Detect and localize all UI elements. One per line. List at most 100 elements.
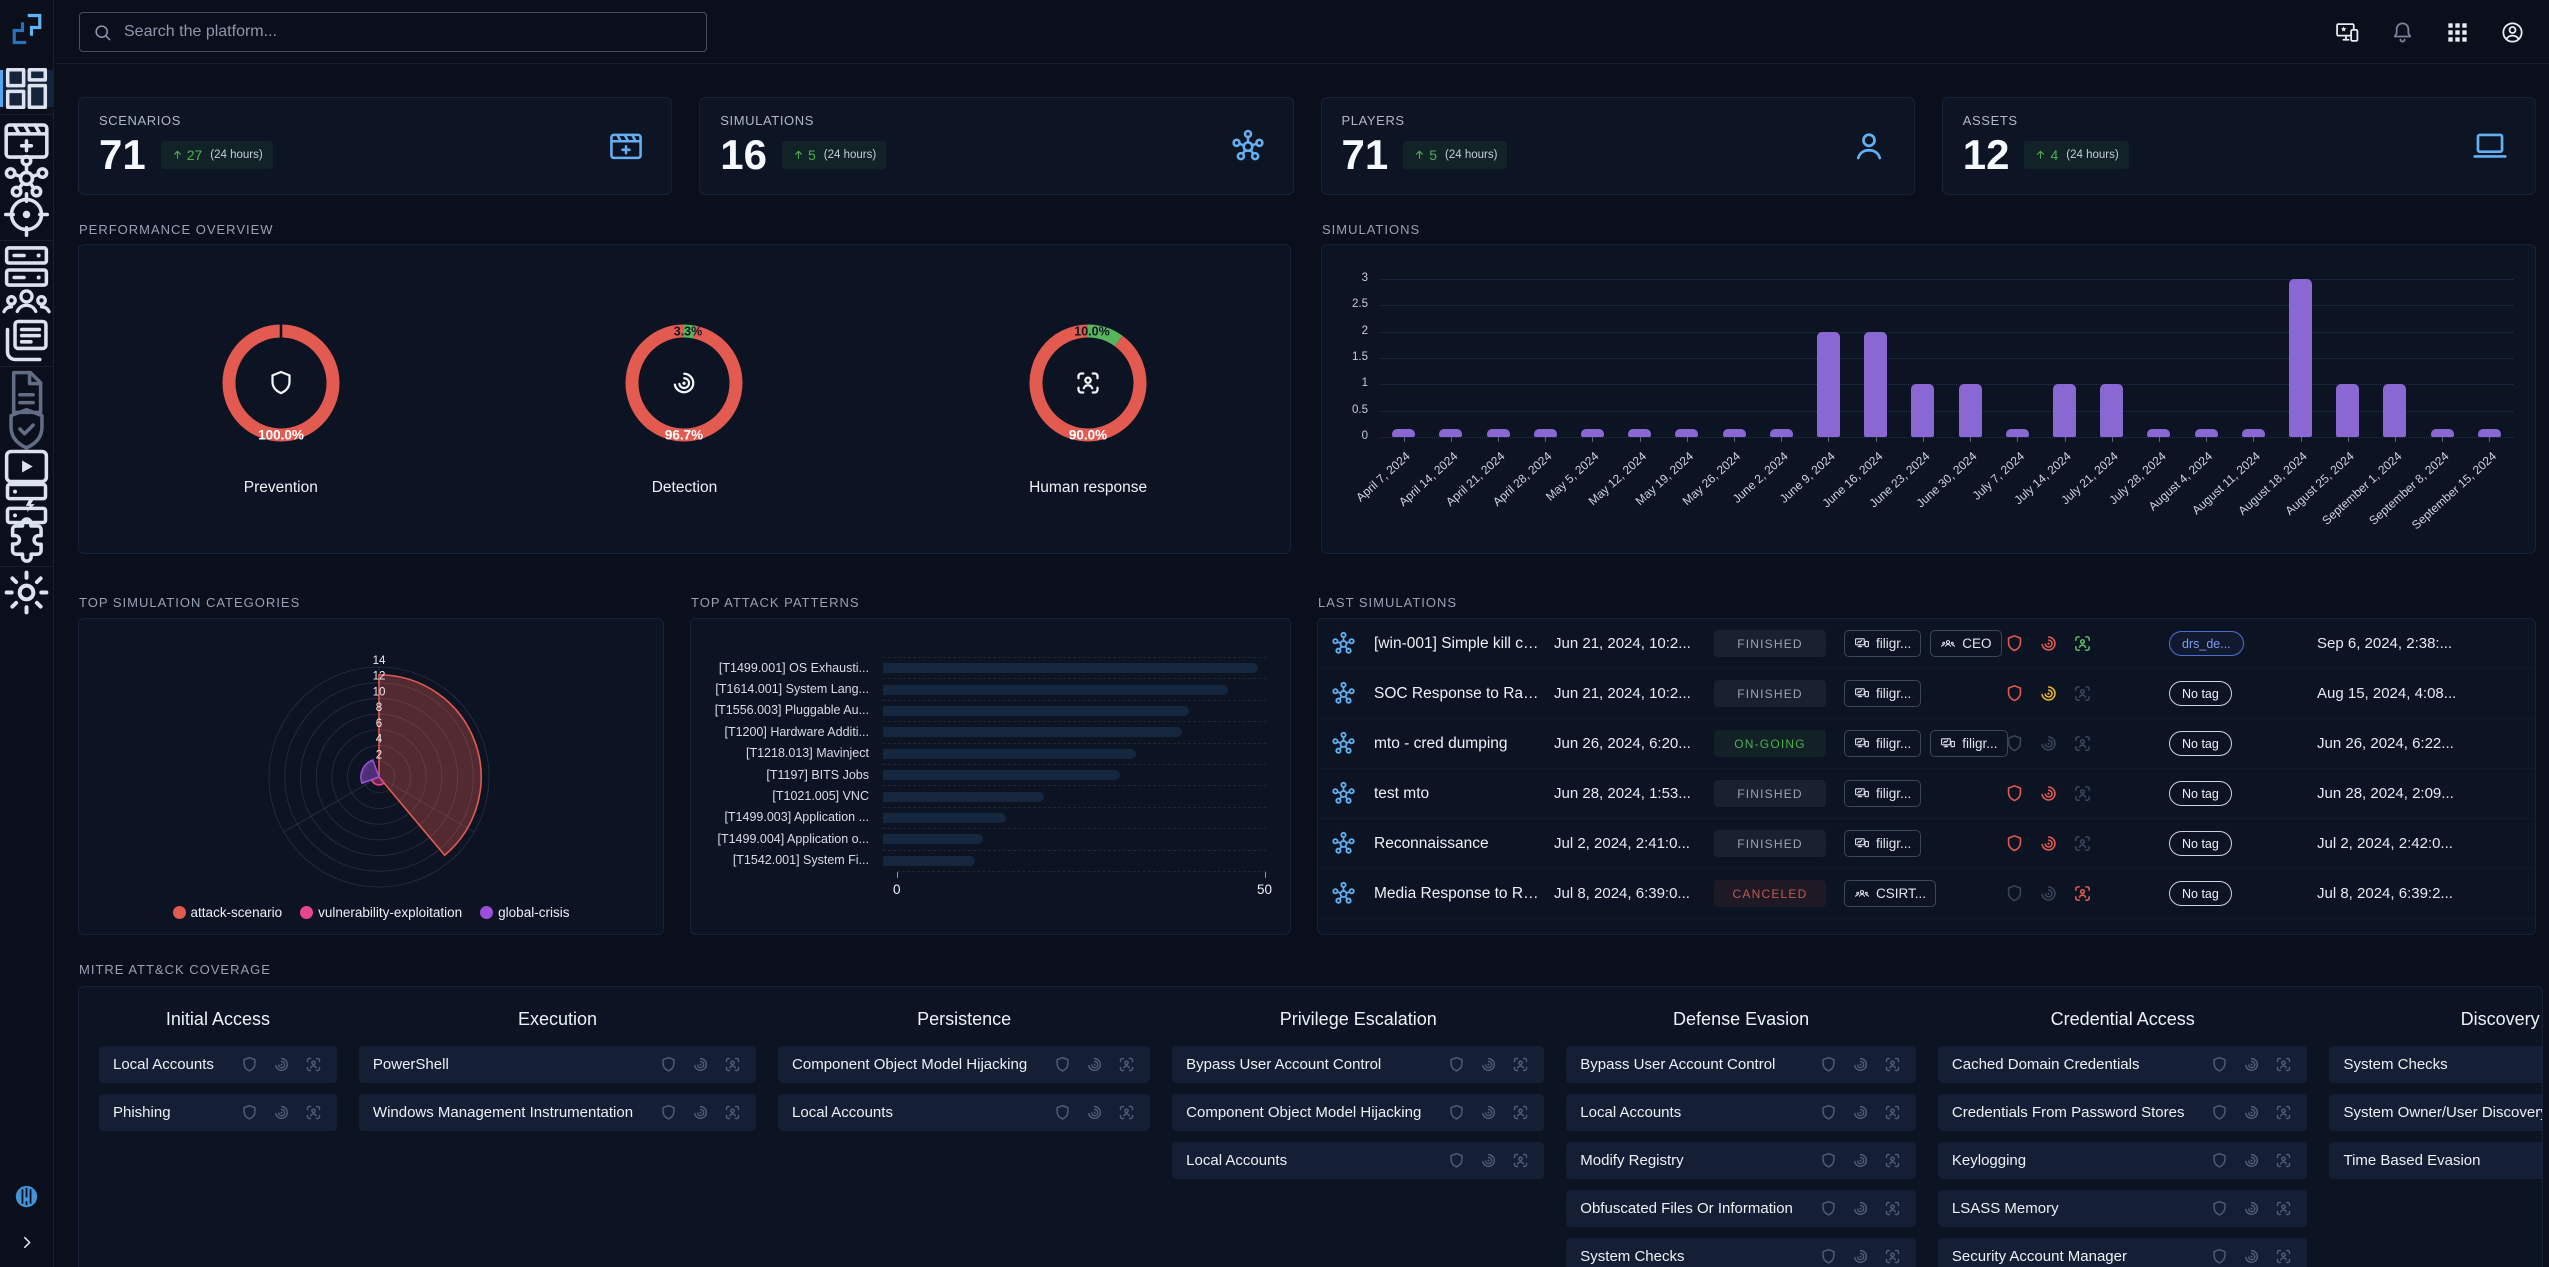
sidebar-item-documents[interactable]: [0, 370, 53, 415]
mitre-technique-card[interactable]: System Checks: [1566, 1238, 1916, 1267]
devices-icon[interactable]: [2335, 20, 2360, 45]
mitre-technique-card[interactable]: Keylogging: [1937, 1142, 2308, 1179]
simulation-start-date: Jun 21, 2024, 10:2...: [1554, 685, 1691, 702]
prevention-shield-icon: [1447, 1055, 1466, 1074]
section-title-simulations: SIMULATIONS: [1322, 222, 1421, 237]
result-icons: [2004, 633, 2169, 654]
platform-icon: [1854, 836, 1870, 852]
mitre-technique-card[interactable]: Local Accounts: [99, 1046, 337, 1083]
puzzle-icon: [0, 514, 53, 567]
apps-grid-icon[interactable]: [2445, 20, 2470, 45]
notifications-bell-icon[interactable]: [2390, 20, 2415, 45]
sidebar-item-settings[interactable]: [0, 570, 53, 615]
simulation-row[interactable]: [win-001] Simple kill cha... Jun 21, 202…: [1318, 619, 2535, 669]
mitre-technique-card[interactable]: Local Accounts: [778, 1094, 1151, 1131]
x-tick: [1875, 437, 1877, 442]
mitre-column-title: Privilege Escalation: [1279, 1009, 1437, 1029]
prevention-shield-icon: [1819, 1151, 1838, 1170]
y-tick-label: 1.5: [1352, 351, 1368, 363]
simulation-row[interactable]: Reconnaissance Jul 2, 2024, 2:41:0... FI…: [1318, 819, 2535, 869]
stat-delta-period: (24 hours): [823, 148, 877, 161]
mitre-technique-card[interactable]: Credentials From Password Stores: [1937, 1094, 2308, 1131]
section-title-top-categories: TOP SIMULATION CATEGORIES: [79, 595, 301, 610]
legend-item-global-crisis[interactable]: global-crisis: [480, 905, 569, 920]
simulation-row[interactable]: SOC Response to Ranso... Jun 21, 2024, 1…: [1318, 669, 2535, 719]
simulation-row[interactable]: mto - cred dumping Jun 26, 2024, 6:20...…: [1318, 719, 2535, 769]
prevention-shield-icon: [1819, 1199, 1838, 1218]
mitre-technique-card[interactable]: Bypass User Account Control: [1566, 1046, 1916, 1083]
legend-item-attack-scenario[interactable]: attack-scenario: [172, 905, 282, 920]
sidebar-item-payloads[interactable]: [0, 448, 53, 485]
mitre-technique-card[interactable]: Component Object Model Hijacking: [1172, 1094, 1545, 1131]
sidebar-item-atomic-testings[interactable]: [0, 191, 53, 238]
stat-delta-badge: 27 (24 hours): [160, 140, 273, 169]
mitre-column-privilege-escalation: Privilege Escalation Bypass User Account…: [1172, 1007, 1545, 1190]
simulation-row[interactable]: test mto Jun 28, 2024, 1:53... FINISHED …: [1318, 769, 2535, 819]
x-tick: [2064, 437, 2066, 442]
mitre-technique-card[interactable]: Bypass User Account Control: [1172, 1046, 1545, 1083]
detection-icon: [1851, 1199, 1870, 1218]
detection-icon: [691, 1055, 710, 1074]
mitre-technique-card[interactable]: Time Based Evasion: [2329, 1142, 2542, 1179]
gridline: [1380, 305, 2513, 307]
simulation-hub-icon: [1330, 630, 1357, 657]
bar-July 21, 2024: [2100, 384, 2124, 437]
technique-name: System Owner/User Discovery: [2343, 1104, 2543, 1121]
legend-item-vulnerability-exploitation[interactable]: vulnerability-exploitation: [300, 905, 462, 920]
sidebar-item-simulations[interactable]: [0, 154, 53, 198]
mitre-technique-card[interactable]: System Checks: [2329, 1046, 2542, 1083]
x-tick: [1781, 437, 1783, 442]
mitre-technique-card[interactable]: Local Accounts: [1566, 1094, 1916, 1131]
sidebar-item-assets[interactable]: [0, 246, 53, 287]
crosshair-icon: [0, 188, 53, 241]
attack-pattern-row: [T1542.001] System Fi...: [711, 849, 1266, 871]
x-tick: [2300, 437, 2302, 442]
movie-icon: [607, 127, 645, 165]
sidebar-item-mitigations[interactable]: [0, 407, 53, 450]
mitre-technique-card[interactable]: PowerShell: [358, 1046, 757, 1083]
simulation-row[interactable]: Media Response to Rans... Jul 8, 2024, 6…: [1318, 869, 2535, 919]
mitre-technique-card[interactable]: Phishing: [99, 1094, 337, 1131]
x-tick: [2158, 437, 2160, 442]
mitre-technique-card[interactable]: Cached Domain Credentials: [1937, 1046, 2308, 1083]
x-tick: [1545, 437, 1547, 442]
technique-result-icons: [1819, 1151, 1902, 1170]
mitre-technique-card[interactable]: Windows Management Instrumentation: [358, 1094, 757, 1131]
mitre-technique-card[interactable]: LSASS Memory: [1937, 1190, 2308, 1227]
detection-icon: [669, 368, 699, 398]
sidebar-item-components[interactable]: [0, 319, 53, 362]
mitre-technique-card[interactable]: System Owner/User Discovery: [2329, 1094, 2543, 1131]
attack-pattern-label: [T1499.003] Application ...: [724, 810, 869, 825]
stat-label: SCENARIOS: [99, 113, 181, 128]
mitre-technique-card[interactable]: Component Object Model Hijacking: [778, 1046, 1151, 1083]
filigran-globe-icon[interactable]: [13, 1183, 40, 1210]
search-icon: [93, 23, 112, 42]
search-input[interactable]: [122, 22, 693, 42]
mitre-column-title: Persistence: [917, 1009, 1012, 1029]
mitre-technique-card[interactable]: Local Accounts: [1172, 1142, 1545, 1179]
human-response-icon: [723, 1103, 742, 1122]
app-logo-icon[interactable]: [9, 11, 45, 47]
sidebar-nav: [0, 67, 53, 615]
tag-chip: drs_de...: [2169, 631, 2244, 656]
status-badge: CANCELED: [1714, 880, 1826, 907]
human-response-icon: [1511, 1151, 1530, 1170]
bar-July 28, 2024: [2147, 429, 2171, 437]
sidebar-item-teams[interactable]: [0, 285, 53, 322]
simulation-chips: filigr... CEO: [1844, 630, 2004, 657]
sidebar-expand-chevron-icon[interactable]: [18, 1234, 35, 1251]
svg-text:10.0%: 10.0%: [1074, 325, 1109, 339]
platform-icon: [1854, 786, 1870, 802]
mitre-technique-card[interactable]: Modify Registry: [1566, 1142, 1916, 1179]
sidebar-item-dashboard[interactable]: [0, 67, 53, 110]
account-icon[interactable]: [2500, 20, 2525, 45]
sidebar-item-extensions[interactable]: [0, 517, 53, 563]
sidebar-item-integrations[interactable]: [0, 482, 53, 525]
x-axis-min: 0: [893, 881, 901, 897]
news-icon: [0, 314, 53, 367]
prevention-shield-icon: [240, 1055, 259, 1074]
prevention-shield-icon: [2004, 833, 2025, 854]
mitre-technique-card[interactable]: Obfuscated Files Or Information: [1566, 1190, 1916, 1227]
bar-June 16, 2024: [1864, 331, 1888, 437]
mitre-technique-card[interactable]: Security Account Manager: [1937, 1238, 2308, 1267]
